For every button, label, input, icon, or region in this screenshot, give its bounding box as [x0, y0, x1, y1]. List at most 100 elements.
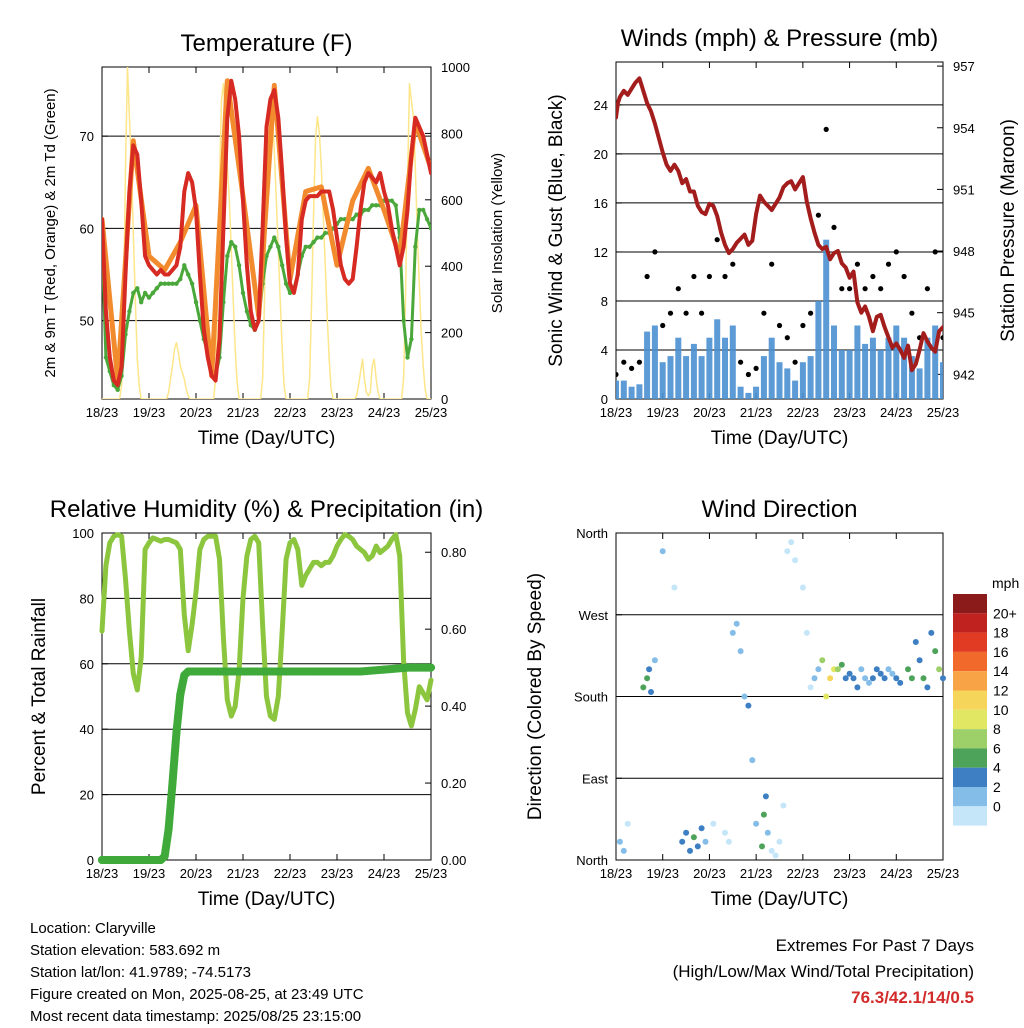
gust-point [932, 249, 938, 255]
direction-point [741, 693, 748, 700]
sonic-wind-bar [714, 319, 721, 399]
direction-point [811, 675, 818, 682]
gust-point [636, 359, 643, 365]
sonic-wind-bar [690, 343, 697, 399]
y-tick-label: 50 [80, 314, 94, 329]
gust-point [940, 335, 943, 341]
gust-point [862, 286, 868, 292]
gust-point [629, 365, 635, 371]
dewpoint-point [233, 244, 238, 249]
gust-point [909, 310, 915, 316]
colorbar-label: 2 [993, 779, 1001, 795]
x-tick-label: 18/23 [86, 866, 119, 881]
direction-point [764, 829, 771, 836]
y2-tick-label: 957 [953, 59, 975, 74]
sonic-wind-bar [753, 386, 760, 399]
direction-series [616, 539, 946, 859]
sonic-wind-bar [799, 362, 806, 399]
x-tick-label: 18/23 [600, 866, 633, 881]
dewpoint-point [315, 235, 320, 240]
rainfall-point [160, 852, 169, 861]
sonic-wind-bar [815, 301, 822, 399]
y-tick-label: South [574, 690, 608, 705]
y-tick-label: 0 [87, 853, 94, 868]
rainfall-point [403, 663, 412, 672]
colorbar-title: mph [992, 575, 1019, 591]
extremes-title: Extremes For Past 7 Days [775, 936, 974, 955]
colorbar-label: 18 [993, 625, 1009, 641]
x-tick-label: 25/23 [927, 866, 960, 881]
direction-point [807, 684, 814, 691]
dewpoint-point [307, 244, 312, 249]
temp-2m-line [102, 78, 431, 388]
dewpoint-point [131, 290, 136, 296]
gust-point [652, 249, 658, 255]
sonic-wind-bar [745, 392, 752, 399]
gust-point [784, 335, 790, 341]
direction-point [616, 838, 623, 845]
direction-point [702, 838, 709, 845]
colorbar-swatch [953, 613, 987, 633]
direction-point [762, 793, 769, 800]
direction-point [854, 684, 861, 691]
rainfall-point [168, 779, 177, 788]
y-tick-label: North [576, 853, 608, 868]
colorbar-label: 8 [993, 721, 1001, 737]
dewpoint-point [401, 318, 406, 323]
dewpoint-point [225, 253, 230, 259]
x-tick-label: 20/23 [693, 405, 726, 420]
direction-point [788, 539, 795, 546]
y2-axis-label: Station Pressure (Maroon) [998, 119, 1019, 342]
gust-point [660, 322, 666, 329]
sonic-wind-bar [675, 337, 682, 399]
sonic-wind-bar [846, 350, 853, 399]
sonic-wind-bar [620, 380, 627, 399]
gust-point [753, 365, 759, 371]
gust-point [878, 286, 884, 292]
x-tick-label: 21/23 [740, 405, 773, 420]
gust-point [667, 310, 674, 316]
gust-point [901, 273, 907, 280]
direction-point [698, 825, 705, 832]
sonic-wind-bar [854, 325, 861, 399]
rainfall-point [239, 667, 247, 676]
y2-tick-label: 942 [953, 367, 975, 382]
y-tick-label: 20 [80, 788, 94, 803]
y2-tick-label: 0.60 [441, 622, 466, 637]
x-tick-label: 18/23 [86, 405, 119, 420]
x-tick-label: 20/23 [693, 866, 726, 881]
direction-point [651, 657, 658, 664]
x-axis-label: Time (Day/UTC) [198, 428, 336, 449]
wind-series [616, 76, 943, 399]
gust-point [831, 224, 837, 230]
y-tick-label: 0 [601, 392, 608, 407]
dewpoint-point [428, 226, 431, 231]
rainfall-point [164, 825, 173, 834]
direction-point [912, 639, 919, 645]
x-tick-label: 24/23 [368, 405, 401, 420]
dewpoint-point [354, 212, 359, 217]
recent-data-text: Most recent data timestamp: 2025/08/25 2… [30, 1008, 362, 1025]
direction-point [648, 689, 654, 695]
y2-tick-label: 400 [441, 259, 463, 274]
gust-point [730, 261, 736, 267]
direction-point [760, 811, 767, 818]
sonic-wind-bar [729, 325, 736, 399]
dewpoint-point [366, 207, 371, 213]
extremes-values: 76.3/42.1/14/0.5 [851, 988, 974, 1007]
gust-point [761, 310, 767, 316]
direction-point [749, 757, 756, 764]
y-tick-label: 12 [594, 245, 608, 260]
chart-title: Relative Humidity (%) & Precipitation (i… [50, 496, 483, 523]
colorbar-swatch [953, 729, 987, 749]
direction-point [745, 702, 752, 709]
y2-tick-label: 0 [441, 392, 448, 407]
chart-title: Wind Direction [701, 496, 857, 523]
y2-tick-label: 0.40 [441, 699, 466, 714]
rainfall-point [411, 663, 420, 672]
x-tick-label: 23/23 [833, 866, 866, 881]
direction-point [722, 829, 728, 836]
gust-point [745, 371, 752, 378]
colorbar-swatch [953, 632, 987, 652]
